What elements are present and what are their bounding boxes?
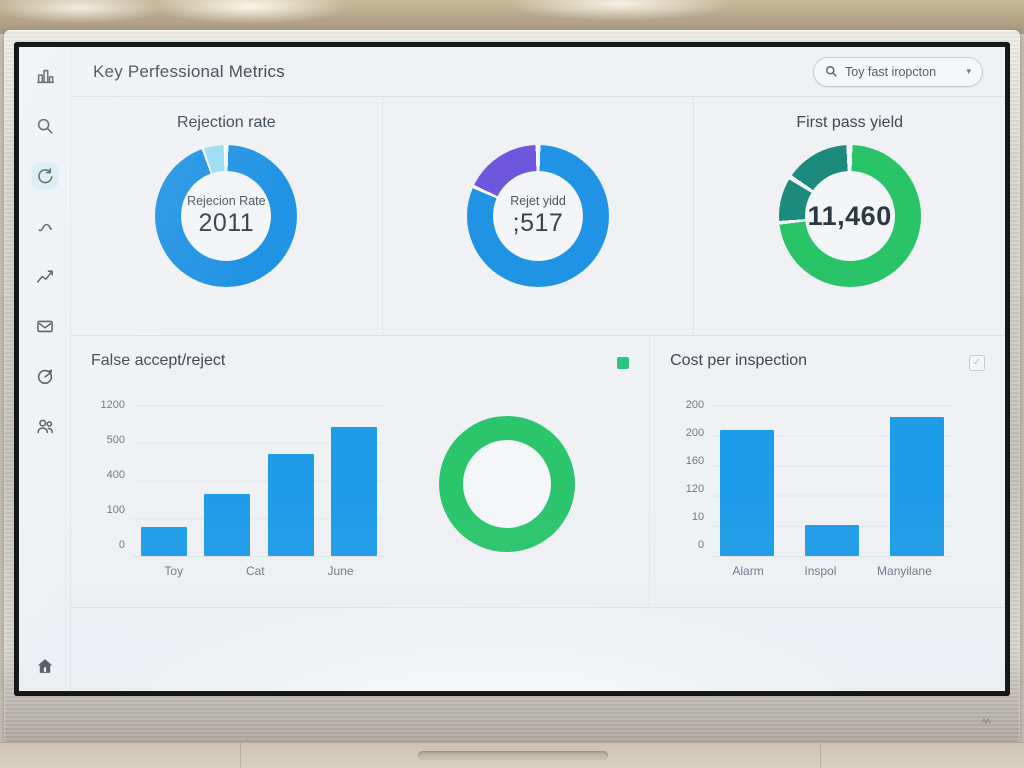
panel-head: Cost per inspection ✓ bbox=[670, 351, 985, 375]
donut-center-value: ;517 bbox=[512, 209, 564, 237]
y-tick-label: 10 bbox=[691, 510, 705, 523]
panel-rejection-rate: Rejection rate Rejecion Rate 2011 bbox=[71, 97, 382, 335]
header: Key Perfessional Metrics Toy fast iropct… bbox=[71, 47, 1005, 97]
cabinet bbox=[0, 742, 1024, 768]
bar bbox=[204, 493, 251, 556]
bar bbox=[267, 454, 314, 556]
gauge-ring-wrap bbox=[385, 416, 629, 552]
metrics-row: Rejection rate Rejecion Rate 2011 bbox=[71, 97, 1005, 336]
bar bbox=[141, 526, 187, 556]
x-axis-label: Manyilane bbox=[877, 563, 932, 578]
checkbox-icon[interactable]: ✓ bbox=[969, 355, 985, 371]
chart-body: 200 200 160 120 10 0 Alarm Inspol Manyilane bbox=[670, 385, 985, 597]
plot bbox=[712, 404, 953, 557]
donut-center-label: Rejecion Rate bbox=[187, 194, 266, 208]
bar-chart-icon[interactable] bbox=[32, 63, 58, 89]
home-icon[interactable] bbox=[32, 653, 58, 679]
bar bbox=[890, 416, 945, 556]
x-axis-labels: Toy Cat June bbox=[133, 564, 385, 578]
dashboard-screen: Key Perfessional Metrics Toy fast iropct… bbox=[19, 47, 1005, 691]
first-pass-yield-donut: 11,460 bbox=[778, 145, 921, 287]
x-axis-label: Alarm bbox=[732, 563, 764, 578]
cost-bar-chart: 200 200 160 120 10 0 Alarm Inspol Manyilane bbox=[670, 399, 953, 578]
panel-reject-yield: Rejet yidd ;517 bbox=[381, 97, 694, 335]
x-axis-label: Toy bbox=[164, 563, 184, 578]
gauge-icon[interactable] bbox=[32, 363, 58, 389]
panel-first-pass-yield: First pass yield 11,460 bbox=[693, 97, 1005, 335]
flow-icon[interactable] bbox=[32, 213, 58, 239]
bar bbox=[805, 525, 860, 556]
panel-title: False accept/reject bbox=[91, 352, 226, 369]
mail-icon[interactable] bbox=[32, 313, 58, 339]
users-icon[interactable] bbox=[32, 413, 58, 439]
donut-center: 11,460 bbox=[779, 145, 921, 287]
gauge-ring bbox=[439, 416, 576, 552]
plot bbox=[133, 404, 385, 557]
x-axis-label: June bbox=[327, 563, 354, 578]
rejection-rate-donut: Rejecion Rate 2011 bbox=[155, 145, 298, 287]
footer-strip bbox=[71, 608, 1005, 691]
y-axis: 1200 500 400 100 0 bbox=[91, 399, 125, 551]
y-tick-label: 100 bbox=[106, 503, 125, 516]
monitor-bezel: Key Perfessional Metrics Toy fast iropct… bbox=[4, 30, 1020, 746]
panel-title: Cost per inspection bbox=[670, 352, 808, 369]
donut-center: Rejet yidd ;517 bbox=[467, 145, 609, 287]
charts-row: False accept/reject 1200 500 400 100 0 bbox=[71, 336, 1005, 608]
y-tick-label: 200 bbox=[685, 426, 705, 439]
panel-cost-per-inspection: Cost per inspection ✓ 200 200 160 120 10 0 bbox=[650, 336, 1005, 607]
bar bbox=[330, 427, 377, 556]
page-title: Key Perfessional Metrics bbox=[93, 61, 285, 81]
false-accept-bar-chart: 1200 500 400 100 0 Toy Cat June bbox=[91, 399, 385, 578]
ceiling-reflection bbox=[0, 0, 1024, 34]
search-dropdown-value: Toy fast iropcton bbox=[845, 64, 937, 79]
donut-center-value: 11,460 bbox=[807, 200, 892, 231]
y-tick-label: 500 bbox=[106, 433, 125, 446]
panel-title: First pass yield bbox=[796, 114, 904, 131]
y-tick-label: 120 bbox=[685, 482, 705, 495]
reject-yield-donut: Rejet yidd ;517 bbox=[467, 145, 609, 287]
y-tick-label: 0 bbox=[697, 538, 705, 551]
search-dropdown[interactable]: Toy fast iropcton ▾ bbox=[813, 56, 983, 87]
panel-title: Rejection rate bbox=[176, 114, 276, 131]
cabinet-seam bbox=[240, 743, 241, 768]
search-icon[interactable] bbox=[32, 113, 58, 139]
y-axis: 200 200 160 120 10 0 bbox=[670, 399, 704, 551]
bar bbox=[720, 430, 775, 556]
panel-false-accept-reject: False accept/reject 1200 500 400 100 0 bbox=[71, 336, 651, 607]
trend-icon[interactable] bbox=[32, 263, 58, 289]
chevron-down-icon: ▾ bbox=[966, 66, 971, 76]
x-axis-labels: Alarm Inspol Manyilane bbox=[712, 564, 952, 578]
y-tick-label: 160 bbox=[685, 454, 705, 467]
main-content: Key Perfessional Metrics Toy fast iropct… bbox=[71, 47, 1005, 691]
donut-center: Rejecion Rate 2011 bbox=[155, 145, 297, 287]
bars bbox=[712, 405, 952, 556]
y-tick-label: 0 bbox=[118, 538, 125, 551]
plot-area: Alarm Inspol Manyilane bbox=[712, 404, 953, 578]
y-tick-label: 400 bbox=[106, 468, 125, 481]
brand-mark bbox=[981, 717, 991, 725]
panel-head: False accept/reject bbox=[91, 351, 630, 375]
search-icon bbox=[826, 66, 837, 77]
y-tick-label: 1200 bbox=[100, 398, 125, 411]
plot-area: Toy Cat June bbox=[133, 404, 385, 578]
drawer-handle bbox=[418, 751, 608, 760]
sidebar bbox=[19, 47, 71, 691]
legend-marker bbox=[617, 357, 630, 369]
y-tick-label: 200 bbox=[685, 398, 705, 411]
cabinet-seam bbox=[820, 743, 821, 768]
donut-center-value: 2011 bbox=[198, 209, 255, 237]
cycle-icon[interactable] bbox=[31, 163, 58, 189]
bars bbox=[133, 405, 385, 556]
x-axis-label: Cat bbox=[245, 563, 265, 578]
screen-inner-bezel: Key Perfessional Metrics Toy fast iropct… bbox=[14, 42, 1010, 696]
chart-body: 1200 500 400 100 0 Toy Cat June bbox=[91, 385, 629, 597]
donut-center-label: Rejet yidd bbox=[510, 194, 566, 208]
x-axis-label: Inspol bbox=[804, 563, 837, 578]
